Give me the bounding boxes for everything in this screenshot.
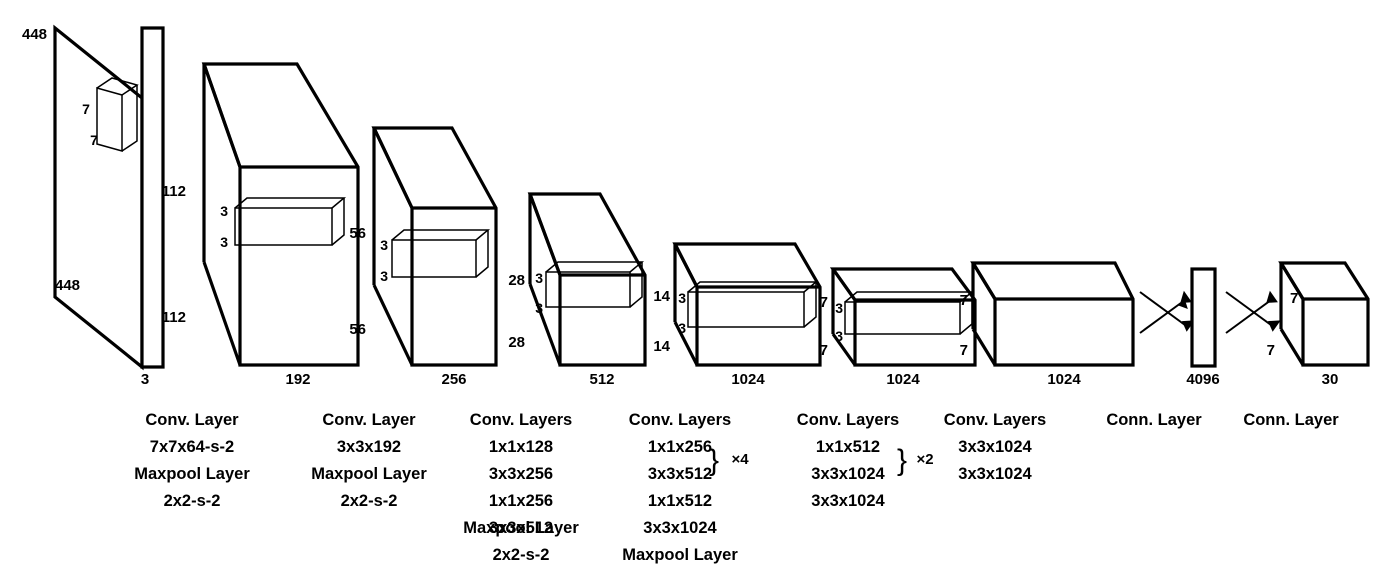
conv5-channels-label: 1024	[886, 371, 920, 388]
caption-conv3-line-0: Conv. Layers	[470, 411, 572, 429]
conv4-kernel-box	[687, 281, 819, 328]
conv6-depth-label: 7	[960, 342, 968, 359]
layer-input: 448 448 3 7 7	[22, 24, 165, 388]
input-depth-label: 448	[55, 277, 80, 294]
caption-conv4: Conv. Layers 1x1x256 3x3x512 1x1x512 3x3…	[622, 411, 749, 564]
conv1-height-label: 112	[162, 183, 186, 200]
conv3-kernel-box	[545, 261, 645, 308]
layer-conv6: 7 7 1024	[960, 261, 1135, 388]
caption-conv1-line-0: Conv. Layer	[145, 411, 239, 429]
caption-fc1-line-0: Conn. Layer	[1106, 411, 1202, 429]
conv6-channels-label: 1024	[1047, 371, 1081, 388]
conv4-height-label: 14	[653, 288, 670, 305]
caption-conv4-multiplier: ×4	[731, 451, 749, 468]
conv5-kernel-w-label: 3	[835, 328, 843, 344]
caption-output-line-0: Conn. Layer	[1243, 411, 1339, 429]
caption-conv2-line-0: Conv. Layer	[322, 411, 416, 429]
caption-output: Conn. Layer	[1243, 411, 1339, 429]
caption-conv3-line-2: 3x3x256	[489, 465, 553, 483]
conv4-kernel-h-label: 3	[678, 290, 686, 306]
conv5-kernel-h-label: 3	[835, 300, 843, 316]
output-height-label: 7	[1290, 290, 1298, 307]
conv3-channels-label: 512	[589, 371, 614, 388]
conv1-kernel-w-label: 3	[220, 234, 228, 250]
caption-conv3-line-4: 3x3x512	[489, 519, 553, 537]
caption-conv4-line-4: 3x3x1024	[643, 519, 717, 537]
caption-conv3-line-6: 2x2-s-2	[493, 546, 550, 564]
caption-conv6-line-0: Conv. Layers	[944, 411, 1046, 429]
connection-arrows-2	[1225, 290, 1281, 334]
conv2-channels-label: 256	[441, 371, 466, 388]
conv3-height-label: 28	[508, 272, 525, 289]
caption-conv3: Conv. Layers 1x1x128 3x3x256 1x1x256 3x3…	[470, 411, 572, 537]
caption-conv1-line-2: Maxpool Layer	[134, 465, 250, 483]
conv4-depth-label: 14	[653, 338, 670, 355]
input-channels-label: 3	[141, 371, 149, 388]
input-height-label: 448	[22, 26, 47, 43]
caption-conv4-line-0: Conv. Layers	[629, 411, 731, 429]
output-depth-label: 7	[1267, 342, 1275, 359]
caption-conv2-line-1: 3x3x192	[337, 438, 401, 456]
conv1-depth-label: 112	[162, 309, 186, 326]
conv3-kernel-w-label: 3	[535, 300, 543, 316]
connection-arrows-1	[1139, 290, 1195, 334]
caption-conv3-line-3: 1x1x256	[489, 492, 553, 510]
caption-conv1: Conv. Layer 7x7x64-s-2 Maxpool Layer 2x2…	[134, 411, 250, 510]
caption-conv2-line-3: 2x2-s-2	[341, 492, 398, 510]
caption-conv4-line-1: 1x1x256	[648, 438, 712, 456]
conv2-depth-label: 56	[349, 321, 366, 338]
input-kernel-box	[96, 77, 139, 152]
caption-conv6: Conv. Layers 3x3x1024 3x3x1024	[944, 411, 1046, 483]
layer-conv4: 14 14 1024 3 3	[653, 242, 822, 388]
conv2-kernel-h-label: 3	[380, 237, 388, 253]
layer-conv5: 7 7 1024 3 3	[820, 267, 977, 388]
caption-conv5-line-1: 1x1x512	[816, 438, 880, 456]
layer-conv3: 28 28 512 3 3	[508, 192, 647, 388]
caption-conv5-line-0: Conv. Layers	[797, 411, 899, 429]
layer-fc-4096: 4096	[1186, 267, 1220, 388]
conv5-height-label: 7	[820, 294, 828, 311]
caption-conv3-line-1: 1x1x128	[489, 438, 553, 456]
caption-fc1: Conn. Layer	[1106, 411, 1202, 429]
caption-conv1-line-1: 7x7x64-s-2	[150, 438, 234, 456]
input-kernel-h-label: 7	[82, 101, 90, 117]
layer-conv2: 56 56 256 3 3	[349, 126, 498, 388]
caption-conv2-line-2: Maxpool Layer	[311, 465, 427, 483]
conv1-channels-label: 192	[285, 371, 310, 388]
caption-conv3-line-5: Maxpool Layer	[463, 519, 579, 537]
conv2-kernel-box	[391, 229, 491, 278]
caption-conv4-line-3: 1x1x512	[648, 492, 712, 510]
conv1-kernel-h-label: 3	[220, 203, 228, 219]
caption-conv5-multiplier: ×2	[916, 451, 933, 468]
conv3-kernel-h-label: 3	[535, 270, 543, 286]
caption-conv5: Conv. Layers 1x1x512 3x3x1024 3x3x1024 }…	[797, 411, 934, 510]
conv2-height-label: 56	[349, 225, 366, 242]
fc-channels-label: 4096	[1186, 371, 1219, 388]
conv6-height-label: 7	[960, 292, 968, 309]
caption-conv3-extra: Maxpool Layer 2x2-s-2	[463, 519, 579, 564]
conv5-depth-label: 7	[820, 342, 828, 359]
conv2-kernel-w-label: 3	[380, 268, 388, 284]
caption-conv4-line-2: 3x3x512	[648, 465, 712, 483]
conv4-kernel-w-label: 3	[678, 320, 686, 336]
conv3-depth-label: 28	[508, 334, 525, 351]
caption-conv6-line-2: 3x3x1024	[958, 465, 1032, 483]
caption-conv4-brace: }	[709, 444, 719, 477]
caption-conv6-line-1: 3x3x1024	[958, 438, 1032, 456]
caption-conv5-line-3: 3x3x1024	[811, 492, 885, 510]
input-kernel-w-label: 7	[90, 132, 98, 148]
caption-conv2: Conv. Layer 3x3x192 Maxpool Layer 2x2-s-…	[311, 411, 427, 510]
output-channels-label: 30	[1322, 371, 1339, 388]
conv4-channels-label: 1024	[731, 371, 765, 388]
layer-output: 7 7 30	[1267, 261, 1370, 388]
caption-conv4-line-5: Maxpool Layer	[622, 546, 738, 564]
conv1-kernel-box	[234, 197, 347, 246]
caption-conv1-line-3: 2x2-s-2	[164, 492, 221, 510]
layer-conv1: 112 112 192 3 3	[162, 62, 360, 388]
caption-conv5-line-2: 3x3x1024	[811, 465, 885, 483]
caption-conv5-brace: }	[897, 444, 907, 477]
